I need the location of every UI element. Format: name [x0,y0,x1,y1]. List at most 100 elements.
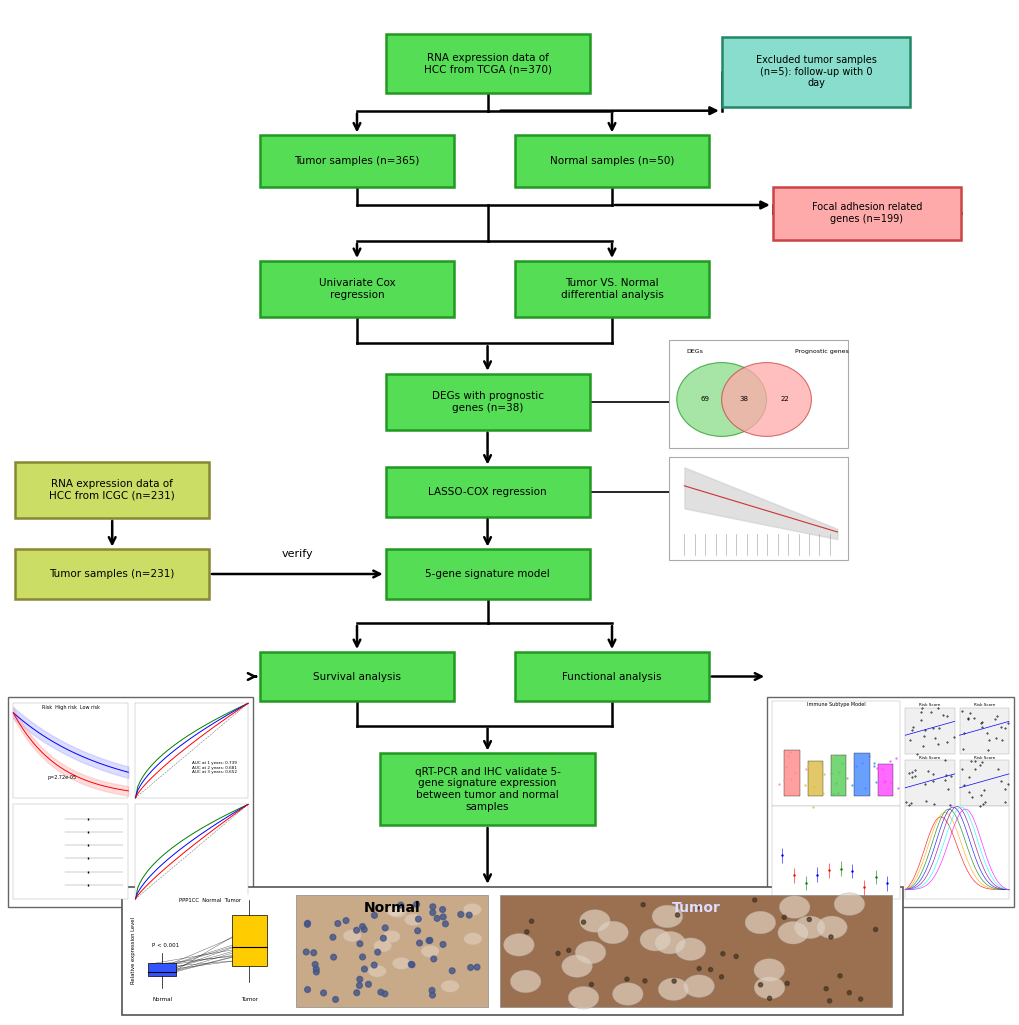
Ellipse shape [503,934,534,956]
Text: DEGs with prognostic
genes (n=38): DEGs with prognostic genes (n=38) [431,391,543,413]
Bar [771,807,900,899]
Circle shape [642,979,646,983]
Circle shape [785,981,789,985]
Bar [784,749,799,795]
Circle shape [720,951,725,955]
FancyBboxPatch shape [15,461,209,519]
Circle shape [429,910,435,915]
FancyBboxPatch shape [515,260,708,318]
Circle shape [675,913,679,917]
Circle shape [468,965,473,971]
Circle shape [440,942,445,947]
Circle shape [581,920,585,925]
Bar [905,807,1008,899]
Ellipse shape [779,896,809,918]
Ellipse shape [657,978,688,1000]
Ellipse shape [464,933,482,945]
Circle shape [752,898,756,902]
Text: RNA expression data of
HCC from ICGC (n=231): RNA expression data of HCC from ICGC (n=… [49,479,175,501]
Ellipse shape [463,903,481,915]
Circle shape [430,904,435,909]
Circle shape [378,989,383,995]
Bar [130,895,288,1007]
Ellipse shape [816,916,847,939]
Circle shape [409,961,415,968]
FancyBboxPatch shape [668,457,847,560]
Ellipse shape [373,940,391,952]
Circle shape [354,928,359,933]
Text: 38: 38 [739,397,748,403]
Circle shape [334,920,340,927]
Text: PPP1CC  Normal  Tumor: PPP1CC Normal Tumor [178,898,240,903]
Text: Normal: Normal [152,997,172,1002]
FancyBboxPatch shape [260,260,453,318]
Circle shape [342,917,348,924]
Bar [905,707,954,753]
Ellipse shape [388,905,407,917]
Circle shape [397,902,404,908]
Circle shape [872,928,876,932]
Ellipse shape [385,904,404,916]
Circle shape [823,987,827,991]
Circle shape [466,912,472,918]
Bar [905,761,954,807]
FancyBboxPatch shape [260,135,453,187]
Circle shape [320,990,326,995]
Ellipse shape [368,965,386,977]
Ellipse shape [611,983,642,1006]
Circle shape [474,965,480,970]
Circle shape [758,983,762,987]
Text: qRT-PCR and IHC validate 5-
gene signature expression
between tumor and normal
s: qRT-PCR and IHC validate 5- gene signatu… [414,767,560,812]
Circle shape [408,961,414,968]
Ellipse shape [561,954,592,977]
FancyBboxPatch shape [499,895,892,1007]
FancyBboxPatch shape [385,34,589,93]
Text: P < 0.001: P < 0.001 [152,943,178,947]
FancyBboxPatch shape [296,895,487,1007]
FancyBboxPatch shape [122,887,902,1015]
Circle shape [426,938,431,943]
Text: verify: verify [281,548,313,559]
Bar [830,755,846,795]
Circle shape [305,987,310,992]
Circle shape [696,967,700,971]
Ellipse shape [342,930,361,942]
Text: Immune Subtype Model: Immune Subtype Model [806,702,865,707]
Circle shape [311,950,316,955]
Circle shape [313,967,319,972]
Circle shape [416,940,422,946]
Bar [959,707,1008,753]
Ellipse shape [777,921,808,944]
Circle shape [826,998,830,1002]
Text: p=2.72e-05: p=2.72e-05 [48,775,76,780]
Circle shape [567,948,571,952]
FancyBboxPatch shape [515,135,708,187]
Text: Tumor VS. Normal
differential analysis: Tumor VS. Normal differential analysis [560,278,662,300]
Circle shape [303,949,309,955]
Bar [771,701,900,807]
Circle shape [708,968,712,972]
Ellipse shape [744,911,774,934]
Circle shape [429,992,435,998]
Circle shape [330,954,336,960]
Ellipse shape [639,929,669,951]
Circle shape [415,916,421,922]
Circle shape [365,981,371,987]
Circle shape [641,903,645,907]
Ellipse shape [568,986,598,1009]
Ellipse shape [654,932,685,954]
Text: Risk  High risk  Low risk: Risk High risk Low risk [42,705,100,710]
Circle shape [374,949,380,955]
Circle shape [838,974,842,978]
Ellipse shape [753,977,784,999]
Text: Tumor samples (n=231): Tumor samples (n=231) [50,569,174,579]
Bar [136,703,248,797]
Circle shape [589,982,593,986]
Text: Focal adhesion related
genes (n=199): Focal adhesion related genes (n=199) [811,202,921,224]
Circle shape [332,996,338,1002]
Text: Tumor samples (n=365): Tumor samples (n=365) [294,156,419,166]
Circle shape [313,969,319,975]
Circle shape [847,990,851,994]
Ellipse shape [421,945,439,957]
Circle shape [858,997,862,1001]
